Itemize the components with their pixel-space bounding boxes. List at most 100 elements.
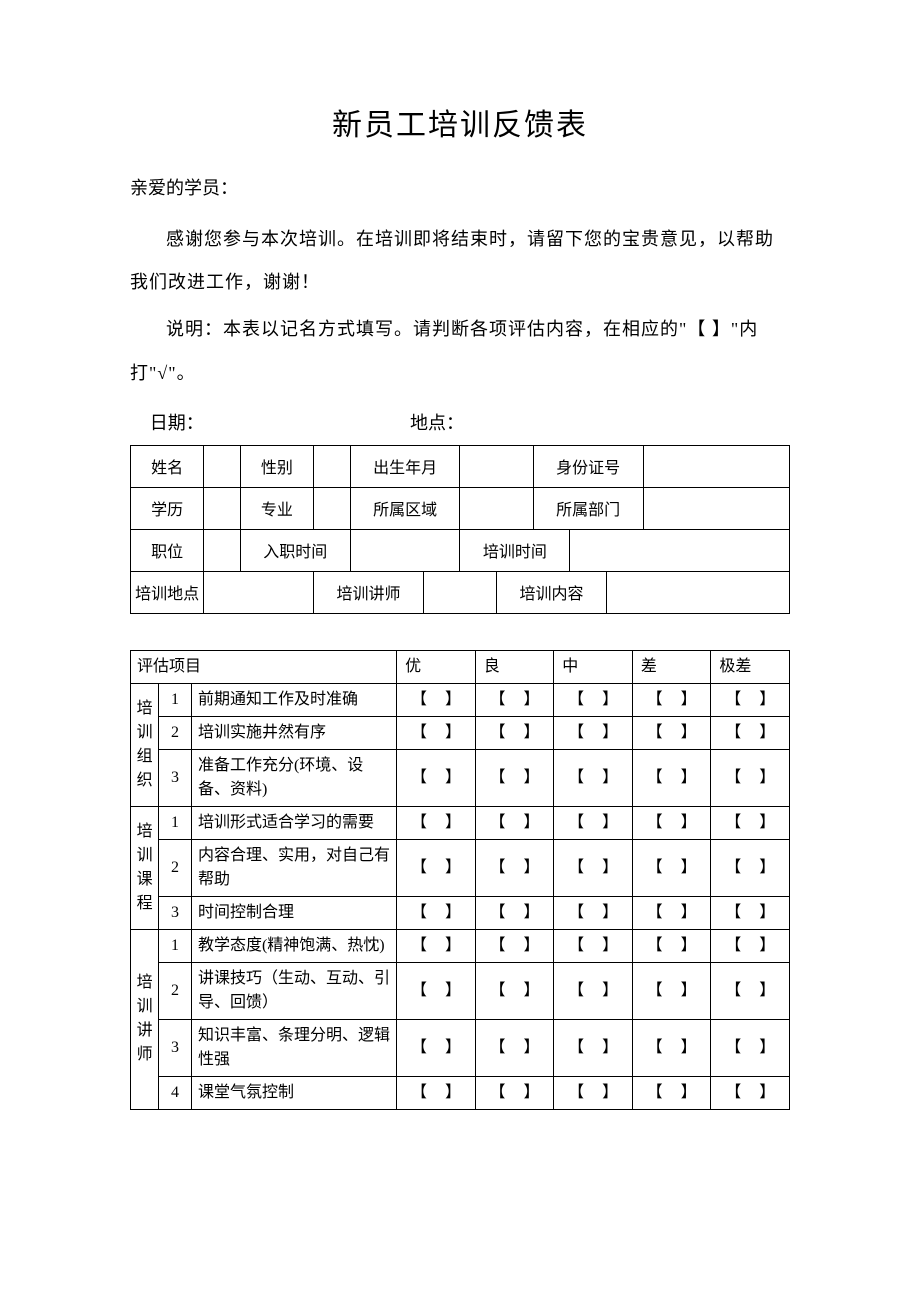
score-cell: 【】 (397, 896, 476, 929)
score-cell: 【】 (711, 962, 790, 1019)
info-table: 姓名 性别 出生年月 身份证号 学历 专业 所属区域 所属部门 职位 入职时间 … (130, 445, 790, 614)
item-number: 2 (159, 716, 192, 749)
eval-row: 3知识丰富、条理分明、逻辑性强【】【】【】【】【】 (131, 1019, 790, 1076)
score-cell: 【】 (632, 1076, 711, 1109)
intro-paragraph-1: 感谢您参与本次培训。在培训即将结束时，请留下您的宝贵意见，以帮助我们改进工作，谢… (130, 218, 790, 304)
score-cell: 【】 (475, 839, 554, 896)
location-label: 地点： (410, 409, 790, 435)
item-text: 前期通知工作及时准确 (191, 683, 396, 716)
score-cell: 【】 (711, 749, 790, 806)
info-row-2: 学历 专业 所属区域 所属部门 (131, 487, 790, 529)
eval-row: 3准备工作充分(环境、设备、资料)【】【】【】【】【】 (131, 749, 790, 806)
score-header-2: 良 (475, 650, 554, 683)
score-cell: 【】 (475, 929, 554, 962)
score-cell: 【】 (397, 962, 476, 1019)
score-cell: 【】 (554, 749, 633, 806)
label-birth: 出生年月 (350, 445, 460, 487)
score-cell: 【】 (554, 683, 633, 716)
eval-row: 4课堂气氛控制【】【】【】【】【】 (131, 1076, 790, 1109)
label-idno: 身份证号 (533, 445, 643, 487)
item-text: 课堂气氛控制 (191, 1076, 396, 1109)
item-text: 内容合理、实用，对自己有帮助 (191, 839, 396, 896)
score-cell: 【】 (554, 1076, 633, 1109)
score-cell: 【】 (554, 929, 633, 962)
eval-row: 2培训实施井然有序【】【】【】【】【】 (131, 716, 790, 749)
score-cell: 【】 (711, 896, 790, 929)
label-edu: 学历 (131, 487, 204, 529)
score-cell: 【】 (711, 716, 790, 749)
item-text: 培训实施井然有序 (191, 716, 396, 749)
score-cell: 【】 (632, 749, 711, 806)
score-cell: 【】 (554, 962, 633, 1019)
salutation: 亲爱的学员： (130, 174, 790, 200)
item-number: 3 (159, 1019, 192, 1076)
eval-header-label: 评估项目 (131, 650, 397, 683)
score-cell: 【】 (554, 716, 633, 749)
info-row-1: 姓名 性别 出生年月 身份证号 (131, 445, 790, 487)
score-cell: 【】 (475, 962, 554, 1019)
score-cell: 【】 (711, 929, 790, 962)
date-location-row: 日期： 地点： (130, 409, 790, 435)
value-region (460, 487, 533, 529)
item-number: 3 (159, 749, 192, 806)
label-entry-time: 入职时间 (240, 529, 350, 571)
score-cell: 【】 (711, 839, 790, 896)
value-entry-time (350, 529, 460, 571)
label-region: 所属区域 (350, 487, 460, 529)
score-header-1: 优 (397, 650, 476, 683)
score-cell: 【】 (632, 929, 711, 962)
item-text: 准备工作充分(环境、设备、资料) (191, 749, 396, 806)
label-position: 职位 (131, 529, 204, 571)
item-number: 4 (159, 1076, 192, 1109)
value-trainer (423, 571, 496, 613)
value-train-time (570, 529, 790, 571)
value-edu (204, 487, 241, 529)
score-cell: 【】 (475, 896, 554, 929)
eval-row: 培训组织1前期通知工作及时准确【】【】【】【】【】 (131, 683, 790, 716)
item-number: 2 (159, 839, 192, 896)
value-name (204, 445, 241, 487)
score-cell: 【】 (475, 1019, 554, 1076)
score-cell: 【】 (475, 1076, 554, 1109)
label-trainer: 培训讲师 (314, 571, 424, 613)
value-gender (314, 445, 351, 487)
score-cell: 【】 (632, 962, 711, 1019)
table-spacer (130, 614, 790, 650)
value-train-content (606, 571, 789, 613)
score-cell: 【】 (397, 806, 476, 839)
label-major: 专业 (240, 487, 313, 529)
date-label: 日期： (130, 409, 410, 435)
label-train-loc: 培训地点 (131, 571, 204, 613)
score-cell: 【】 (711, 683, 790, 716)
item-text: 讲课技巧（生动、互动、引导、回馈） (191, 962, 396, 1019)
score-cell: 【】 (475, 683, 554, 716)
label-train-time: 培训时间 (460, 529, 570, 571)
item-text: 培训形式适合学习的需要 (191, 806, 396, 839)
item-number: 1 (159, 683, 192, 716)
value-idno (643, 445, 789, 487)
info-row-3: 职位 入职时间 培训时间 (131, 529, 790, 571)
score-cell: 【】 (397, 1076, 476, 1109)
item-text: 知识丰富、条理分明、逻辑性强 (191, 1019, 396, 1076)
score-cell: 【】 (397, 683, 476, 716)
category-cell: 培训课程 (131, 806, 159, 929)
score-cell: 【】 (632, 806, 711, 839)
info-row-4: 培训地点 培训讲师 培训内容 (131, 571, 790, 613)
score-cell: 【】 (554, 896, 633, 929)
score-cell: 【】 (397, 839, 476, 896)
score-cell: 【】 (475, 716, 554, 749)
category-cell: 培训组织 (131, 683, 159, 806)
eval-row: 2内容合理、实用，对自己有帮助【】【】【】【】【】 (131, 839, 790, 896)
score-cell: 【】 (632, 839, 711, 896)
score-cell: 【】 (475, 749, 554, 806)
score-cell: 【】 (554, 1019, 633, 1076)
eval-row: 3时间控制合理【】【】【】【】【】 (131, 896, 790, 929)
label-name: 姓名 (131, 445, 204, 487)
score-cell: 【】 (632, 716, 711, 749)
score-cell: 【】 (475, 806, 554, 839)
eval-header-row: 评估项目 优 良 中 差 极差 (131, 650, 790, 683)
value-train-loc (204, 571, 314, 613)
score-cell: 【】 (397, 929, 476, 962)
page-title: 新员工培训反馈表 (130, 100, 790, 144)
eval-row: 培训讲师1教学态度(精神饱满、热忱)【】【】【】【】【】 (131, 929, 790, 962)
